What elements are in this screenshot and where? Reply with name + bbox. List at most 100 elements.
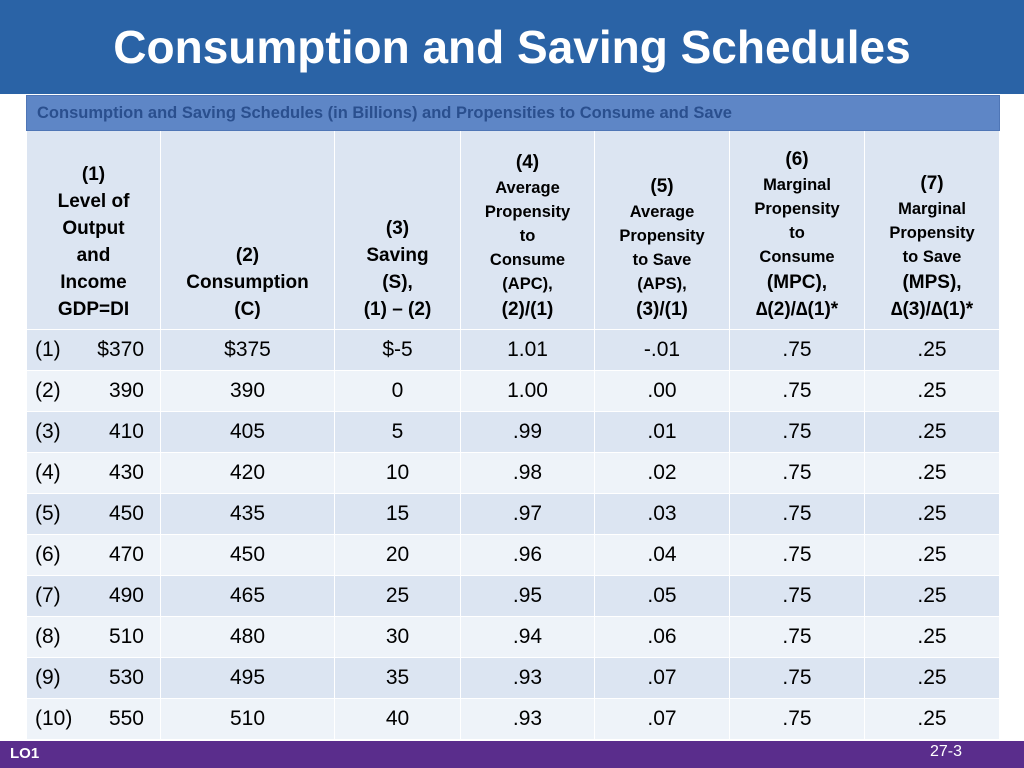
header-row: (1) Level of Output and Income GDP=DI (2… bbox=[26, 130, 1001, 330]
header-line: (4) bbox=[515, 152, 540, 173]
mps-cell: .25 bbox=[863, 452, 1001, 494]
gdp-value: 530 bbox=[108, 666, 144, 689]
saving-cell: 40 bbox=[334, 698, 461, 740]
consumption-cell: 420 bbox=[160, 452, 335, 494]
header-mps: (7) Marginal Propensity to Save (MPS), ∆… bbox=[863, 130, 1001, 330]
gdp-cell: (6) 470 bbox=[26, 534, 161, 576]
header-line: (3) bbox=[385, 218, 410, 239]
header-consumption: (2) Consumption (C) bbox=[160, 130, 335, 330]
header-line: Average bbox=[629, 203, 695, 221]
consumption-cell: 450 bbox=[160, 534, 335, 576]
header-apc: (4) Average Propensity to Consume (APC),… bbox=[460, 130, 595, 330]
consumption-cell: 405 bbox=[160, 411, 335, 453]
header-line: Propensity bbox=[889, 224, 975, 242]
gdp-cell: (5) 450 bbox=[26, 493, 161, 535]
gdp-value: 450 bbox=[108, 502, 144, 525]
row-number: (6) bbox=[35, 543, 61, 566]
gdp-value: 410 bbox=[108, 420, 144, 443]
table-caption-row: Consumption and Saving Schedules (in Bil… bbox=[25, 95, 1001, 131]
header-line: (6) bbox=[785, 149, 809, 170]
mpc-cell: .75 bbox=[729, 534, 865, 576]
mpc-cell: .75 bbox=[729, 452, 865, 494]
aps-cell: .04 bbox=[594, 534, 730, 576]
table-row: (10) 550 510 40.93.07.75.25 bbox=[26, 698, 1001, 740]
mpc-cell: .75 bbox=[729, 616, 865, 658]
table-row: (5) 450 435 15.97.03.75.25 bbox=[26, 493, 1001, 535]
header-line: (C) bbox=[234, 299, 261, 320]
apc-cell: 1.01 bbox=[460, 329, 595, 371]
consumption-cell: 390 bbox=[160, 370, 335, 412]
gdp-cell: (3) 410 bbox=[26, 411, 161, 453]
slide-title: Consumption and Saving Schedules bbox=[113, 21, 911, 73]
mpc-cell: .75 bbox=[729, 493, 865, 535]
title-bar: Consumption and Saving Schedules bbox=[0, 0, 1024, 94]
header-line: to bbox=[789, 224, 805, 242]
apc-cell: .93 bbox=[460, 698, 595, 740]
consumption-cell: 510 bbox=[160, 698, 335, 740]
gdp-cell: (8) 510 bbox=[26, 616, 161, 658]
table-row: (3) 410 405 5.99.01.75.25 bbox=[26, 411, 1001, 453]
mpc-cell: .75 bbox=[729, 411, 865, 453]
mps-cell: .25 bbox=[863, 616, 1001, 658]
row-number: (4) bbox=[35, 461, 61, 484]
consumption-cell: 435 bbox=[160, 493, 335, 535]
schedule-table: Consumption and Saving Schedules (in Bil… bbox=[25, 95, 1001, 740]
header-line: (MPS), bbox=[902, 272, 962, 293]
mpc-cell: .75 bbox=[729, 698, 865, 740]
header-line: and bbox=[76, 245, 111, 266]
aps-cell: -.01 bbox=[594, 329, 730, 371]
gdp-cell: (1) $370 bbox=[26, 329, 161, 371]
aps-cell: .01 bbox=[594, 411, 730, 453]
table-row: (9) 530 495 35.93.07.75.25 bbox=[26, 657, 1001, 699]
header-line: Income bbox=[60, 272, 127, 293]
header-line: Marginal bbox=[763, 176, 831, 194]
saving-cell: 20 bbox=[334, 534, 461, 576]
table-row: (2) 390 390 0 1.00.00.75.25 bbox=[26, 370, 1001, 412]
mpc-cell: .75 bbox=[729, 657, 865, 699]
gdp-cell: (9) 530 bbox=[26, 657, 161, 699]
header-line: ∆(2)/∆(1)* bbox=[755, 299, 839, 320]
gdp-value: 430 bbox=[108, 461, 144, 484]
header-line: (1) bbox=[81, 164, 106, 185]
header-line: to Save bbox=[902, 248, 962, 266]
apc-cell: .97 bbox=[460, 493, 595, 535]
gdp-cell: (7) 490 bbox=[26, 575, 161, 617]
table-row: (8) 510 480 30.94.06.75.25 bbox=[26, 616, 1001, 658]
row-number: (8) bbox=[35, 625, 61, 648]
consumption-cell: 495 bbox=[160, 657, 335, 699]
saving-cell: 5 bbox=[334, 411, 461, 453]
header-line: (7) bbox=[920, 173, 944, 194]
header-line: Propensity bbox=[619, 227, 705, 245]
saving-cell: $-5 bbox=[334, 329, 461, 371]
gdp-value: 550 bbox=[108, 707, 144, 730]
header-line: to Save bbox=[632, 251, 692, 269]
saving-cell: 15 bbox=[334, 493, 461, 535]
mpc-cell: .75 bbox=[729, 329, 865, 371]
header-line: (MPC), bbox=[766, 272, 828, 293]
header-mpc: (6) Marginal Propensity to Consume (MPC)… bbox=[729, 130, 865, 330]
apc-cell: 1.00 bbox=[460, 370, 595, 412]
header-line: Output bbox=[62, 218, 125, 239]
aps-cell: .06 bbox=[594, 616, 730, 658]
gdp-value: 470 bbox=[108, 543, 144, 566]
table-row: (1) $370 $375 $-5 1.01 -.01.75.25 bbox=[26, 329, 1001, 371]
header-line: Saving bbox=[366, 245, 429, 266]
header-line: Propensity bbox=[484, 203, 571, 221]
header-line: to bbox=[519, 227, 536, 245]
mpc-cell: .75 bbox=[729, 575, 865, 617]
footer-bar: LO1 27-3 bbox=[0, 741, 1024, 768]
header-line: Average bbox=[495, 179, 560, 197]
header-line: (2)/(1) bbox=[501, 299, 554, 320]
row-number: (2) bbox=[35, 379, 61, 402]
saving-cell: 0 bbox=[334, 370, 461, 412]
aps-cell: .07 bbox=[594, 657, 730, 699]
page-number: 27-3 bbox=[929, 743, 962, 760]
gdp-value: 490 bbox=[108, 584, 144, 607]
aps-cell: .03 bbox=[594, 493, 730, 535]
row-number: (10) bbox=[35, 707, 73, 730]
saving-cell: 25 bbox=[334, 575, 461, 617]
consumption-cell: 480 bbox=[160, 616, 335, 658]
gdp-cell: (4) 430 bbox=[26, 452, 161, 494]
header-line: (5) bbox=[650, 176, 674, 197]
mps-cell: .25 bbox=[863, 370, 1001, 412]
